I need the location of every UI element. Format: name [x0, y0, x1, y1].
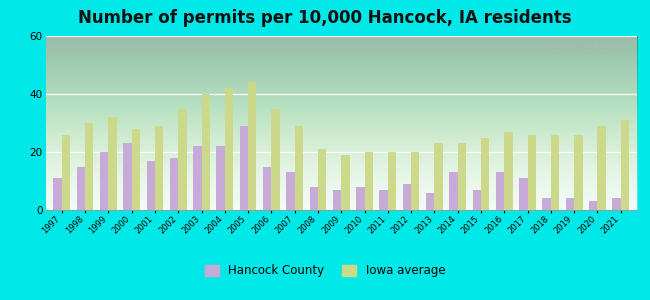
Bar [263, 167, 272, 210]
Bar [124, 143, 132, 210]
Bar [309, 187, 318, 210]
Text: City-Data.com: City-Data.com [550, 41, 619, 51]
Bar [341, 155, 350, 210]
Bar [504, 132, 513, 210]
Bar [178, 109, 187, 210]
Bar [403, 184, 411, 210]
Bar [481, 137, 489, 210]
Bar [458, 143, 466, 210]
Bar [365, 152, 373, 210]
Bar [193, 146, 202, 210]
Bar [146, 161, 155, 210]
Bar [53, 178, 62, 210]
Bar [589, 201, 597, 210]
Bar [333, 190, 341, 210]
Bar [202, 94, 210, 210]
Bar [612, 198, 621, 210]
Bar [449, 172, 458, 210]
Bar [225, 88, 233, 210]
Bar [318, 149, 326, 210]
Bar [62, 135, 70, 210]
Bar [356, 187, 365, 210]
Bar [543, 198, 551, 210]
Bar [216, 146, 225, 210]
Legend: Hancock County, Iowa average: Hancock County, Iowa average [200, 260, 450, 282]
Bar [85, 123, 94, 210]
Bar [77, 167, 85, 210]
Text: Number of permits per 10,000 Hancock, IA residents: Number of permits per 10,000 Hancock, IA… [78, 9, 572, 27]
Bar [434, 143, 443, 210]
Bar [551, 135, 559, 210]
Bar [240, 126, 248, 210]
Bar [621, 120, 629, 210]
Bar [528, 135, 536, 210]
Bar [380, 190, 388, 210]
Bar [388, 152, 396, 210]
Bar [272, 109, 280, 210]
Bar [132, 129, 140, 210]
Bar [496, 172, 504, 210]
Bar [411, 152, 419, 210]
Bar [473, 190, 481, 210]
Bar [155, 126, 163, 210]
Bar [574, 135, 582, 210]
Bar [109, 117, 117, 210]
Bar [519, 178, 528, 210]
Bar [294, 126, 303, 210]
Bar [566, 198, 574, 210]
Bar [286, 172, 294, 210]
Bar [597, 126, 606, 210]
Bar [426, 193, 434, 210]
Bar [100, 152, 109, 210]
Bar [170, 158, 178, 210]
Bar [248, 82, 257, 210]
